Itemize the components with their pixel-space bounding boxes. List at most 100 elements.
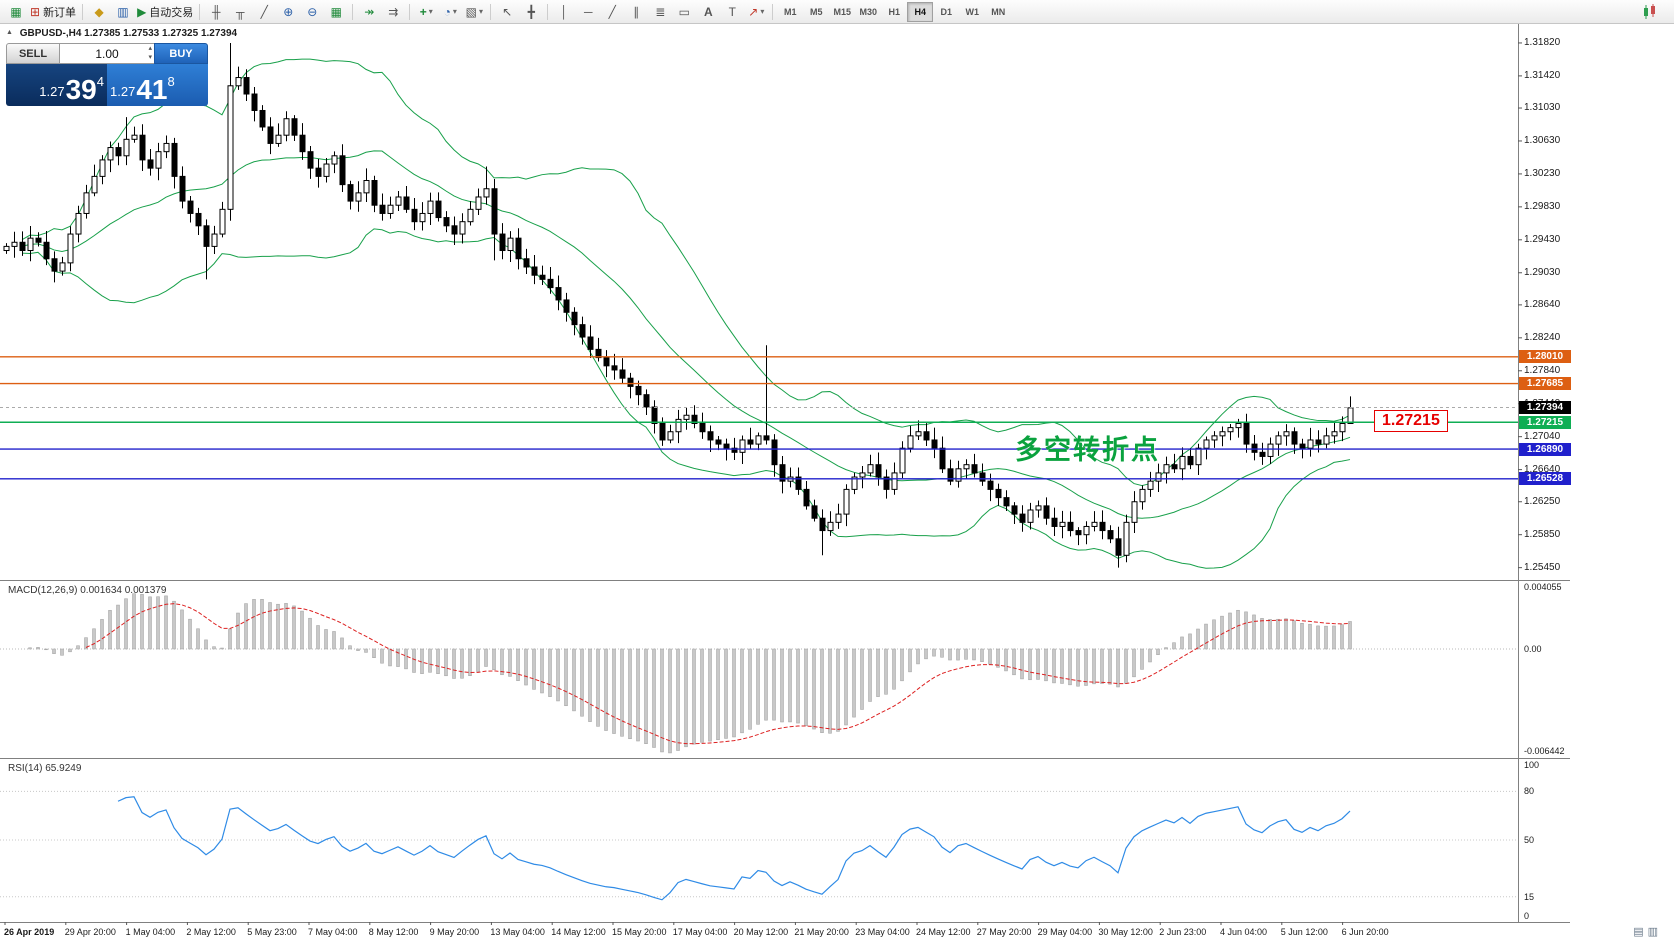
price-callout-label[interactable]: 1.27215 <box>1374 410 1448 432</box>
macd-histogram-bar <box>1180 636 1184 650</box>
terminal-logo-icon: ▦ <box>10 4 22 19</box>
tile-windows-button[interactable]: ▦ <box>325 1 347 23</box>
candlestick-chart-button[interactable]: ╥ <box>229 1 251 23</box>
zoom-in-button[interactable]: ⊕ <box>277 1 299 23</box>
timeframe-w1-button[interactable]: W1 <box>965 6 980 17</box>
macd-histogram-bar <box>84 637 88 650</box>
timeframe-d1-button[interactable]: D1 <box>940 6 953 17</box>
timeframe-h4-button[interactable]: H4 <box>907 1 934 22</box>
macd-histogram-bar <box>1188 633 1192 650</box>
sell-button[interactable]: SELL <box>6 43 60 64</box>
metaeditor-button[interactable]: ◆ <box>88 1 110 23</box>
volume-up-button[interactable]: ▴ <box>148 45 152 52</box>
macd-histogram-bar <box>548 648 552 697</box>
horizontal-line-button[interactable]: ─ <box>577 1 599 23</box>
macd-histogram-bar <box>564 648 568 707</box>
line-chart-button[interactable]: ╱ <box>253 1 275 23</box>
zoom-out-button[interactable]: ⊖ <box>301 1 323 23</box>
market-watch-icon: ▥ <box>117 4 129 19</box>
macd-histogram-bar <box>1068 648 1072 686</box>
macd-histogram-bar <box>44 648 48 651</box>
macd-histogram-bar <box>500 648 504 676</box>
candle-body <box>963 464 970 470</box>
candle-body <box>1171 464 1178 470</box>
status-icons: ▤▥ <box>1633 925 1662 938</box>
candle-body <box>355 192 362 202</box>
candle-body <box>611 365 618 371</box>
candle-body <box>1083 525 1090 536</box>
fibonacci-icon: ≣ <box>655 4 666 19</box>
autotrading-label: 自动交易 <box>149 6 194 19</box>
macd-histogram-bar <box>68 648 72 653</box>
timeframe-m1-button[interactable]: M1 <box>784 6 797 17</box>
chart-windows-icon[interactable] <box>1642 4 1658 25</box>
templates-button[interactable]: ▧ ▾ <box>463 1 485 23</box>
candle-body <box>563 299 570 313</box>
macd-histogram-bar <box>996 648 1000 668</box>
status-page-icon[interactable]: ▥ <box>1647 926 1662 938</box>
timeframe-h1-button[interactable]: H1 <box>888 6 901 17</box>
auto-scroll-button[interactable]: ↠ <box>358 1 380 23</box>
sell-price-button[interactable]: 1.27 39 4 <box>6 64 107 106</box>
timeframe-m15-button[interactable]: M15 <box>833 6 852 17</box>
buy-price-button[interactable]: 1.27 41 8 <box>107 64 208 106</box>
candle-body <box>1027 509 1034 523</box>
macd-histogram-bar <box>556 648 560 702</box>
crosshair-button[interactable]: ╋ <box>520 1 542 23</box>
timeframe-m5-button[interactable]: M5 <box>810 6 823 17</box>
macd-histogram-bar <box>820 648 824 733</box>
macd-histogram-bar <box>740 648 744 734</box>
volume-down-button[interactable]: ▾ <box>148 54 152 61</box>
ask-big-digits: 41 <box>136 74 168 105</box>
rsi-line <box>117 796 1351 901</box>
macd-histogram-bar <box>940 648 944 658</box>
timeframe-m30-button[interactable]: M30 <box>859 6 878 17</box>
macd-histogram-bar <box>236 612 240 650</box>
trendline-button[interactable]: ╱ <box>601 1 623 23</box>
periods-button[interactable]: ◔ ▾ <box>439 1 461 23</box>
candle-body <box>483 188 490 198</box>
text-tool-button[interactable]: A <box>697 1 719 23</box>
macd-histogram-bar <box>1156 648 1160 655</box>
chart-shift-button[interactable]: ⇉ <box>382 1 404 23</box>
macd-histogram-bar <box>524 648 528 686</box>
macd-histogram-bar <box>100 619 104 650</box>
volume-field[interactable]: 1.00 ▴ ▾ <box>60 43 154 64</box>
indicators-button[interactable]: + ▾ <box>415 1 437 23</box>
status-chart-icon[interactable]: ▤ <box>1633 926 1648 938</box>
macd-histogram-bar <box>1044 648 1048 682</box>
channel-button[interactable]: ∥ <box>625 1 647 23</box>
market-watch-button[interactable]: ▥ <box>112 1 134 23</box>
arrows-tool-button[interactable]: ↗ ▾ <box>745 1 767 23</box>
macd-histogram-bar <box>964 648 968 660</box>
bar-chart-button[interactable]: ╫ <box>205 1 227 23</box>
one-click-collapse-icon[interactable]: ▲ <box>6 29 13 36</box>
candle-body <box>867 464 874 474</box>
shapes-button[interactable]: ▭ <box>673 1 695 23</box>
turning-point-annotation[interactable]: 多空转折点 <box>1015 435 1160 465</box>
macd-histogram-bar <box>108 610 112 650</box>
macd-histogram-bar <box>212 646 216 650</box>
buy-button[interactable]: BUY <box>154 43 208 64</box>
candle-body <box>115 147 122 157</box>
candle-body <box>323 163 330 177</box>
macd-histogram-bar <box>532 648 536 690</box>
cursor-button[interactable]: ↖ <box>496 1 518 23</box>
macd-histogram-bar <box>684 648 688 748</box>
candle-body <box>907 435 914 449</box>
label-tool-button[interactable]: T <box>721 1 743 23</box>
macd-histogram-bar <box>220 647 224 650</box>
macd-histogram-bar <box>796 648 800 724</box>
autotrading-button[interactable]: ▶ 自动交易 <box>136 1 194 23</box>
vertical-line-button[interactable]: │ <box>553 1 575 23</box>
new-order-button[interactable]: ⊞ 新订单 <box>29 1 77 23</box>
candle-body <box>459 221 466 235</box>
macd-histogram-bar <box>988 648 992 665</box>
candle-body <box>515 237 522 260</box>
candle-body <box>1211 435 1218 441</box>
timeframe-mn-button[interactable]: MN <box>991 6 1006 17</box>
candle-body <box>315 167 322 177</box>
rsi-indicator-label: RSI(14) 65.9249 <box>8 763 82 774</box>
fibonacci-button[interactable]: ≣ <box>649 1 671 23</box>
